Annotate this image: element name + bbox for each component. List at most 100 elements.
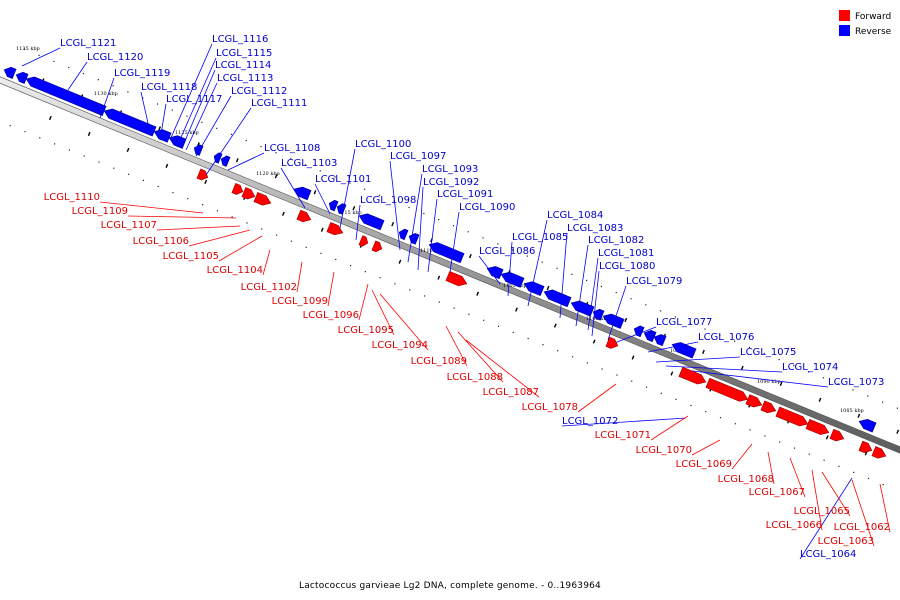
forward-leader-line [811, 469, 823, 531]
reverse-gene-label: LCGL_1064 [800, 549, 856, 560]
minor-tick [352, 206, 356, 211]
guide-dot [823, 459, 825, 461]
reverse-gene-label: LCGL_1081 [598, 248, 654, 259]
reverse-gene-label: LCGL_1091 [437, 189, 493, 200]
forward-gene-label: LCGL_1088 [447, 372, 503, 383]
reverse-leader-line [389, 160, 401, 251]
reverse-gene-arrow [213, 152, 223, 164]
forward-gene-arrow [196, 168, 209, 181]
forward-leader-line [789, 457, 806, 498]
reverse-gene-label: LCGL_1103 [281, 158, 337, 169]
minor-tick [48, 115, 52, 121]
reverse-gene-arrow [358, 213, 385, 231]
forward-gene-arrow [805, 418, 830, 435]
scale-tick-label: 1130 kbp [94, 91, 118, 97]
reverse-leader-line [181, 69, 216, 149]
forward-gene-arrow [678, 366, 707, 385]
guide-dot [556, 267, 558, 269]
guide-dot [705, 410, 707, 413]
minor-tick [515, 307, 518, 312]
forward-leader-line [691, 439, 721, 456]
guide-dot [156, 103, 159, 105]
minor-tick [158, 126, 162, 131]
guide-dot [246, 222, 248, 224]
reverse-gene-label: LCGL_1082 [588, 235, 644, 246]
reverse-leader-line [21, 47, 61, 67]
guide-dot [557, 350, 559, 352]
forward-gene-label: LCGL_1099 [272, 296, 328, 307]
guide-dot [586, 279, 588, 282]
forward-gene-label: LCGL_1065 [794, 506, 850, 517]
reverse-leader-line [655, 356, 741, 363]
reverse-leader-line [799, 477, 853, 560]
reverse-gene-label: LCGL_1098 [360, 195, 416, 206]
reverse-leader-line [67, 61, 88, 91]
minor-tick [631, 355, 635, 360]
forward-gene-label: LCGL_1062 [834, 522, 890, 533]
guide-dot [53, 60, 55, 63]
reverse-gene-arrow [220, 155, 231, 167]
guide-dot [660, 310, 662, 312]
minor-tick [437, 275, 441, 280]
guide-dot [734, 340, 736, 342]
guide-dot [749, 429, 751, 431]
reverse-leader-line [561, 417, 687, 427]
reverse-gene-label: LCGL_1119 [114, 68, 170, 79]
scale-tick-label: 1120 kbp [256, 171, 280, 177]
guide-dot [719, 334, 721, 336]
reverse-gene-arrow [671, 342, 697, 359]
reverse-gene-label: LCGL_1113 [217, 73, 273, 84]
guide-dot [881, 401, 884, 403]
forward-gene-arrow [775, 406, 809, 427]
guide-dot [867, 395, 869, 397]
guide-dot [631, 380, 633, 382]
reverse-gene-arrow [486, 266, 504, 280]
minor-tick [818, 397, 822, 402]
reverse-leader-line [314, 183, 331, 215]
guide-dot [349, 264, 352, 267]
guide-dot [793, 365, 795, 367]
dashed-guides [9, 48, 900, 486]
forward-leader-line [262, 249, 271, 276]
guide-dot [68, 149, 70, 151]
scale-tick-label: 1115 kbp [338, 210, 362, 216]
guide-dot [186, 115, 188, 117]
minor-tick [87, 131, 91, 137]
guide-dot [364, 188, 366, 190]
reverse-gene-arrow [428, 242, 465, 264]
forward-leader-line [445, 325, 468, 367]
minor-tick [391, 222, 395, 227]
guide-dot [763, 352, 765, 355]
reverse-gene-arrow [336, 203, 347, 215]
minor-tick [702, 349, 705, 355]
forward-gene-label: LCGL_1107 [101, 220, 157, 231]
scale-tick-label: 1125 kbp [175, 130, 199, 136]
forward-gene-arrow [358, 235, 369, 247]
guide-dot [586, 362, 588, 364]
reverse-leader-line [427, 198, 438, 273]
guide-dot [157, 185, 159, 188]
forward-gene-arrow [253, 192, 272, 206]
guide-dot [24, 131, 26, 133]
reverse-gene-arrow [570, 300, 595, 317]
reverse-gene-arrow [398, 228, 409, 241]
reverse-leader-line [169, 43, 213, 141]
guide-dot [142, 179, 144, 181]
reverse-leader-line [227, 152, 265, 171]
reverse-leader-line [185, 82, 218, 151]
guide-dot [68, 66, 70, 69]
forward-leader-line [371, 289, 395, 336]
forward-gene-label: LCGL_1089 [411, 356, 467, 367]
reverse-gene-label: LCGL_1074 [782, 362, 838, 373]
guide-dot [482, 237, 484, 239]
forward-gene-label: LCGL_1110 [44, 192, 100, 203]
reverse-leader-line [407, 173, 423, 263]
reverse-gene-label: LCGL_1083 [567, 223, 623, 234]
reverse-gene-label: LCGL_1076 [698, 332, 754, 343]
guide-dot [822, 377, 825, 379]
forward-leader-line [457, 331, 504, 383]
reverse-gene-arrow [193, 144, 204, 156]
reverse-gene-label: LCGL_1116 [212, 34, 268, 45]
